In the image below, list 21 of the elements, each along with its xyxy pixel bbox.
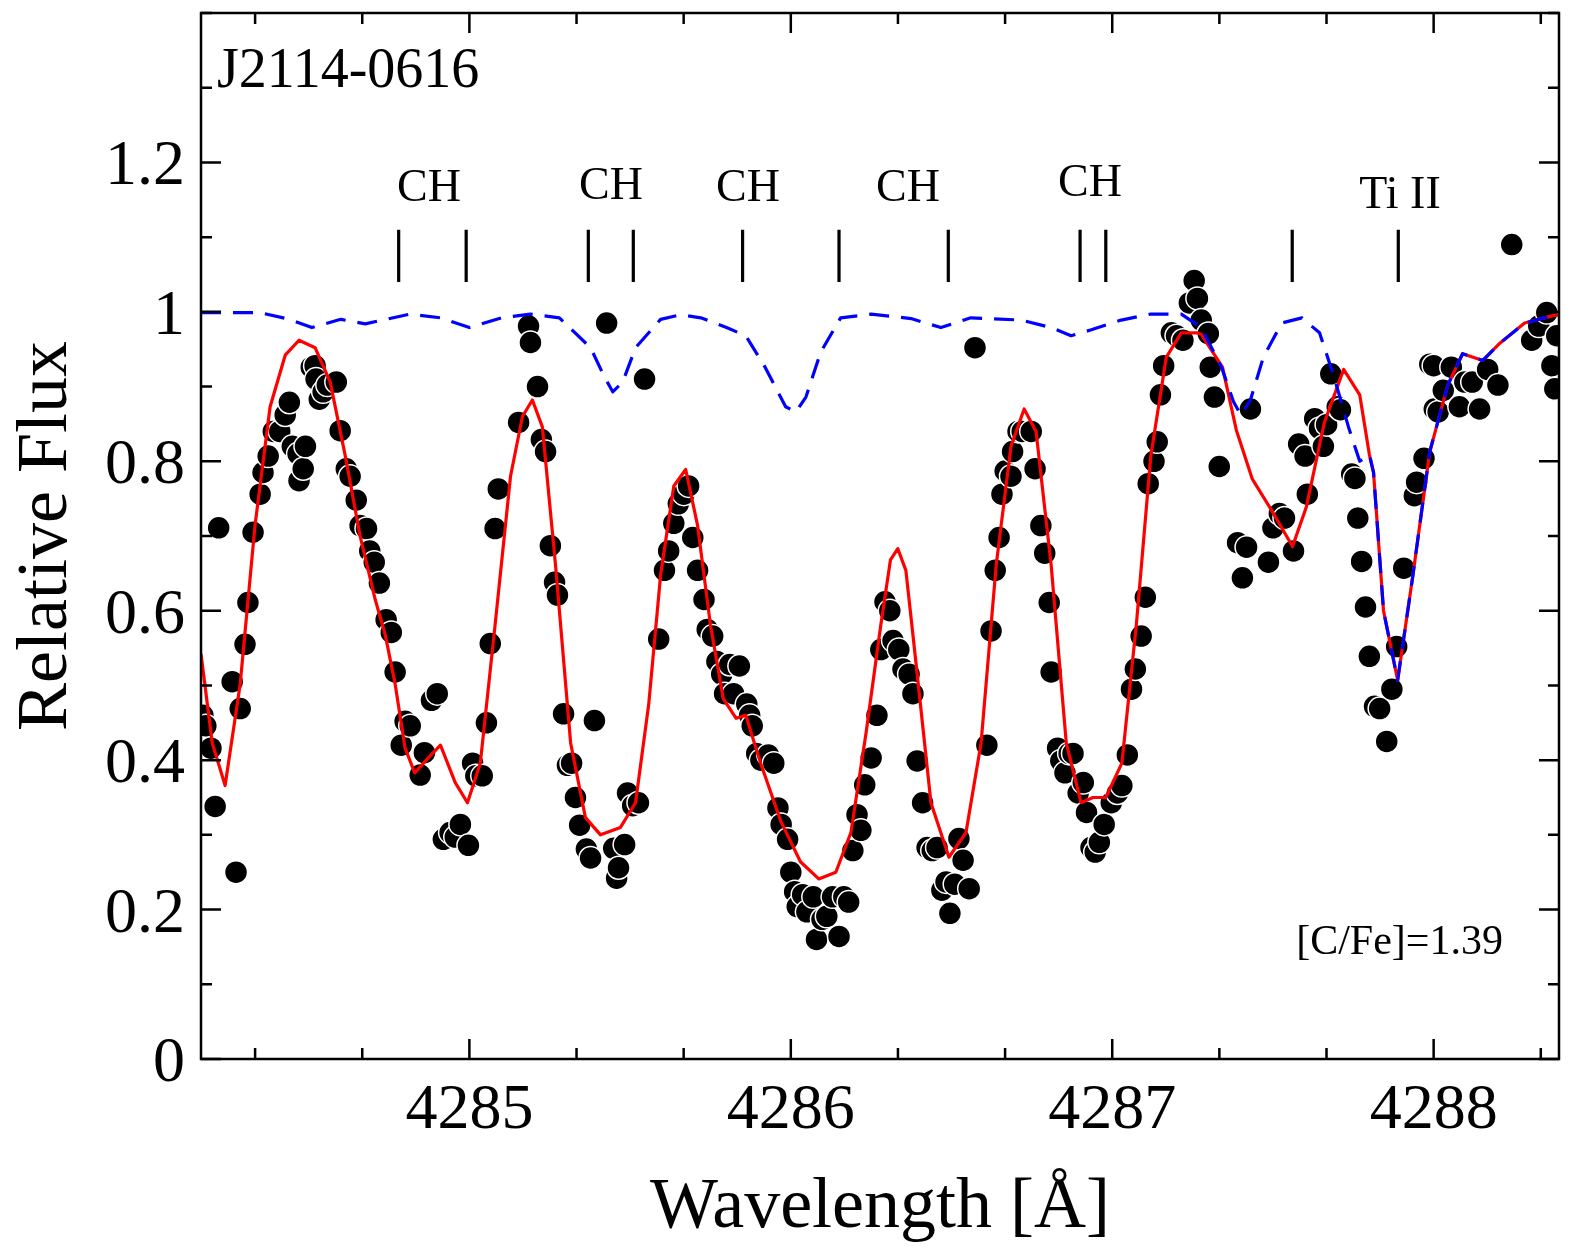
y-tick-label: 1.2 — [105, 127, 185, 199]
x-tick-label: 4286 — [726, 1071, 855, 1143]
annotation: Ti II — [1359, 167, 1441, 219]
annotation: J2114-0616 — [217, 37, 480, 99]
annotation: [C/Fe]=1.39 — [1296, 917, 1503, 963]
y-axis-title: Relative Flux — [2, 341, 83, 731]
y-tick-label: 0 — [153, 1024, 185, 1095]
x-axis-title: Wavelength [Å] — [649, 1162, 1111, 1243]
x-tick-label: 4287 — [1048, 1071, 1177, 1143]
annotation: CH — [397, 160, 461, 212]
annotation: CH — [876, 160, 940, 212]
x-tick-label: 4288 — [1369, 1071, 1498, 1143]
annotation: CH — [716, 160, 780, 212]
y-tick-label: 1 — [153, 276, 185, 348]
y-tick-label: 0.2 — [105, 874, 185, 946]
y-tick-label: 0.8 — [105, 426, 185, 498]
y-tick-label: 0.6 — [105, 575, 185, 647]
annotation: CH — [579, 158, 643, 210]
annotation: CH — [1058, 155, 1122, 207]
x-tick-label: 4285 — [405, 1071, 534, 1143]
y-tick-label: 0.4 — [105, 725, 185, 797]
